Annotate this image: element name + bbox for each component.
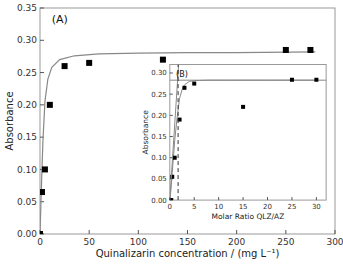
y-tick-label: 0.10 [17,165,37,175]
data-point [160,57,166,63]
data-point [173,156,177,160]
data-point [241,105,245,109]
x-tick-label: 0 [168,203,172,211]
panel-label: (B) [176,70,188,79]
y-axis-label: Absorbance [4,91,15,150]
y-tick-label: 0.10 [151,154,167,162]
x-tick-label: 0 [37,237,43,247]
y-tick [170,94,173,95]
x-tick [267,197,268,200]
data-point [290,78,294,82]
y-tick-label: 0.00 [17,229,37,239]
data-point [307,47,313,53]
data-point [86,60,92,66]
y-tick-label: 0.25 [151,91,167,99]
data-point [47,102,53,108]
y-tick-label: 0.15 [151,133,167,141]
x-tick [194,197,195,200]
y-tick [40,40,44,41]
y-tick [170,136,173,137]
x-tick-label: 300 [326,237,343,247]
data-point [182,86,186,90]
y-tick-label: 0.30 [151,69,167,77]
x-tick-label: 5 [192,203,196,211]
y-tick-label: 0.30 [17,35,37,45]
panel: 0 5 10 15 20 25 30 0.00 0.05 0.10 0.15 0.20 0.25 0.30… [140,64,328,224]
x-tick [89,230,90,234]
y-tick-label: 0.05 [151,175,167,183]
x-tick-label: 30 [312,203,321,211]
x-tick [138,230,139,234]
fit-line [170,65,179,201]
vertical-line [178,65,179,201]
x-tick-label: 25 [287,203,296,211]
data-point [42,166,48,172]
x-tick-label: 150 [179,237,196,247]
y-tick-label: 0.05 [17,197,37,207]
x-tick [243,197,244,200]
data-point [40,189,45,195]
plot-frame [170,65,326,201]
y-tick-label: 0.35 [17,3,37,13]
x-tick [187,230,188,234]
data-point [192,82,196,86]
plot-frame [40,8,335,234]
x-tick-label: 100 [130,237,147,247]
x-tick [316,197,317,200]
inset-background [140,64,328,224]
plot-data [170,65,326,201]
data-point [62,63,68,69]
y-axis-label: Absorbance [141,110,150,155]
y-tick [170,72,173,73]
x-tick-label: 200 [228,237,245,247]
y-tick-label: 0.15 [17,132,37,142]
y-tick-label: 0.20 [17,100,37,110]
y-tick-label: 0.20 [151,112,167,120]
x-tick [218,197,219,200]
y-tick-label: 0.00 [151,197,167,205]
y-tick [40,72,44,73]
x-tick [285,230,286,234]
x-tick-label: 20 [263,203,272,211]
x-axis-label: Quinalizarin concentration / (mg L⁻¹) [96,248,280,259]
panel: 0501001502002503000.000.050.100.150.200.… [4,3,343,259]
data-point [40,231,43,234]
y-tick-label: 0.25 [17,68,37,78]
x-tick-label: 15 [239,203,248,211]
y-tick [40,104,44,105]
x-tick [335,230,336,234]
y-tick [40,8,44,9]
data-point [283,47,289,53]
data-point [314,78,318,82]
y-tick [170,115,173,116]
x-axis-label: Molar Ratio QLZ/AZ [212,212,285,221]
x-tick-label: 50 [83,237,95,247]
chart-root: 0501001502002503000.000.050.100.150.200.… [0,0,343,265]
x-tick [291,197,292,200]
x-tick-label: 10 [214,203,223,211]
fit-line [170,80,317,200]
x-tick-label: 250 [277,237,294,247]
panel-label: (A) [52,13,68,26]
x-tick [236,230,237,234]
